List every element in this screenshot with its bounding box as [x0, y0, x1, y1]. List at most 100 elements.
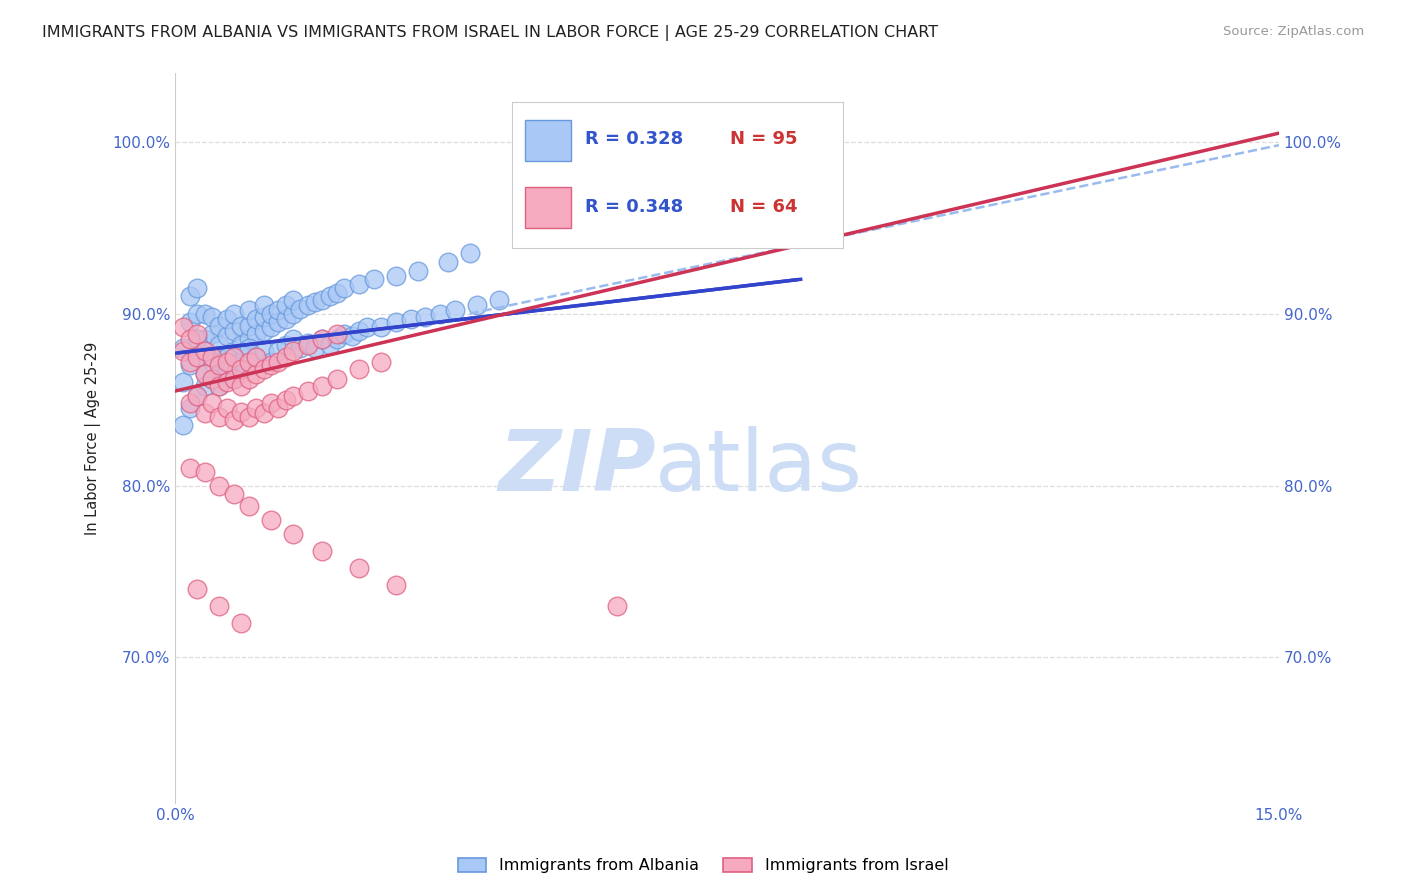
Point: [172, 344, 194, 359]
Point: [458, 246, 481, 260]
Point: [231, 361, 253, 376]
Point: [238, 341, 260, 355]
Point: [186, 327, 208, 342]
Point: [311, 379, 333, 393]
Point: [201, 350, 224, 364]
Point: [194, 367, 217, 381]
Point: [385, 315, 408, 329]
Point: [274, 337, 297, 351]
Point: [238, 318, 260, 333]
Point: [297, 384, 319, 398]
Point: [215, 361, 238, 376]
Point: [319, 289, 342, 303]
Point: [238, 499, 260, 513]
Point: [252, 298, 274, 312]
Point: [281, 307, 304, 321]
Point: [238, 355, 260, 369]
Point: [319, 337, 342, 351]
Point: [201, 350, 224, 364]
Point: [224, 358, 246, 372]
Point: [208, 337, 231, 351]
Point: [415, 310, 437, 324]
Point: [399, 311, 422, 326]
Point: [274, 392, 297, 407]
Point: [194, 406, 217, 420]
Point: [208, 358, 231, 372]
Point: [179, 396, 201, 410]
Point: [186, 389, 208, 403]
Point: [363, 272, 385, 286]
Point: [215, 355, 238, 369]
Point: [281, 344, 304, 359]
Point: [260, 355, 283, 369]
Point: [208, 478, 231, 492]
Point: [347, 561, 370, 575]
Point: [347, 361, 370, 376]
Point: [245, 327, 267, 342]
Point: [281, 333, 304, 347]
Point: [231, 404, 253, 418]
Point: [347, 277, 370, 292]
Point: [252, 361, 274, 376]
Point: [311, 333, 333, 347]
Point: [245, 350, 267, 364]
Point: [297, 298, 319, 312]
Point: [231, 616, 253, 631]
Point: [215, 401, 238, 416]
Point: [260, 307, 283, 321]
Point: [274, 298, 297, 312]
Point: [304, 341, 326, 355]
Point: [238, 372, 260, 386]
Text: ZIP: ZIP: [498, 426, 655, 509]
Point: [260, 320, 283, 334]
Point: [201, 396, 224, 410]
Point: [370, 320, 392, 334]
Point: [179, 358, 201, 372]
Text: IMMIGRANTS FROM ALBANIA VS IMMIGRANTS FROM ISRAEL IN LABOR FORCE | AGE 25-29 COR: IMMIGRANTS FROM ALBANIA VS IMMIGRANTS FR…: [42, 25, 938, 41]
Point: [252, 310, 274, 324]
Point: [224, 487, 246, 501]
Point: [436, 255, 458, 269]
Point: [179, 401, 201, 416]
Point: [356, 320, 378, 334]
Point: [281, 389, 304, 403]
Point: [186, 350, 208, 364]
Point: [385, 268, 408, 283]
Point: [267, 315, 290, 329]
Point: [238, 333, 260, 347]
Point: [252, 344, 274, 359]
Point: [215, 367, 238, 381]
Point: [208, 367, 231, 381]
Point: [194, 465, 217, 479]
Point: [194, 333, 217, 347]
Point: [274, 311, 297, 326]
Point: [208, 599, 231, 613]
Y-axis label: In Labor Force | Age 25-29: In Labor Force | Age 25-29: [86, 342, 101, 535]
Point: [186, 350, 208, 364]
Point: [245, 401, 267, 416]
Point: [267, 355, 290, 369]
Point: [488, 293, 510, 307]
Point: [326, 372, 349, 386]
Point: [347, 324, 370, 338]
Point: [186, 281, 208, 295]
Point: [179, 289, 201, 303]
Point: [281, 526, 304, 541]
Point: [215, 376, 238, 390]
Point: [245, 350, 267, 364]
Point: [215, 350, 238, 364]
Point: [297, 337, 319, 351]
Point: [215, 350, 238, 364]
Point: [406, 263, 429, 277]
Point: [201, 327, 224, 342]
Point: [245, 311, 267, 326]
Point: [290, 301, 312, 316]
Point: [179, 315, 201, 329]
Point: [326, 286, 349, 301]
Point: [194, 307, 217, 321]
Point: [231, 337, 253, 351]
Point: [297, 335, 319, 350]
Point: [179, 355, 201, 369]
Point: [340, 329, 363, 343]
Point: [252, 324, 274, 338]
